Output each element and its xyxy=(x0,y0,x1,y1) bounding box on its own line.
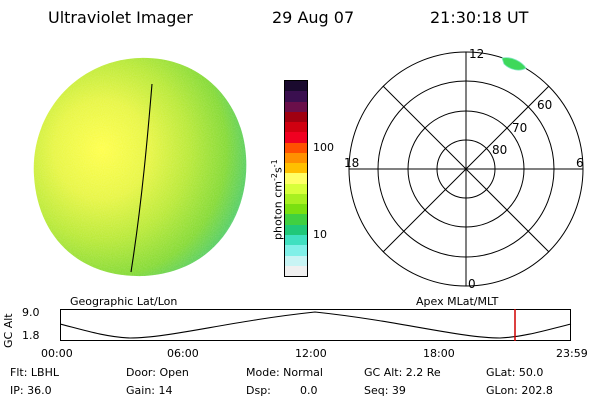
terminator-line xyxy=(130,83,153,273)
colorbar-segment-1 xyxy=(285,91,307,102)
timeline-ymax: 9.0 xyxy=(22,306,40,319)
colorbar-segment-7 xyxy=(285,152,307,164)
polar-label-12: 12 xyxy=(469,47,484,61)
dsp-value: 0.0 xyxy=(300,384,318,397)
polar-label-70: 70 xyxy=(512,121,527,135)
colorbar-segment-14 xyxy=(285,224,307,235)
colorbar-segment-15 xyxy=(285,234,307,246)
colorbar-segment-6 xyxy=(285,142,307,153)
time-tick-1800: 18:00 xyxy=(423,347,455,360)
timeline-right-caption: Apex MLat/MLT xyxy=(416,295,499,308)
polar-label-80: 80 xyxy=(492,143,507,157)
globe-noise xyxy=(33,57,247,277)
altitude-curve xyxy=(60,311,572,339)
timeline-left-caption: Geographic Lat/Lon xyxy=(70,295,178,308)
colorbar-segment-5 xyxy=(285,132,307,143)
observation-time: 21:30:18 UT xyxy=(430,8,529,27)
observation-date: 29 Aug 07 xyxy=(272,8,355,27)
gain-info: Gain: 14 xyxy=(126,384,173,397)
color-scale-bar xyxy=(284,80,308,277)
auroral-patch xyxy=(501,57,527,71)
timeline-axis-label: GC Alt xyxy=(2,313,15,348)
colorbar-segment-0 xyxy=(285,81,307,92)
polar-plot: 12 18 6 0 60 70 80 xyxy=(344,47,584,290)
colorbar-segment-4 xyxy=(285,122,307,133)
colorbar-segment-18 xyxy=(285,265,307,276)
filter-info: Flt: LBHL xyxy=(10,366,59,379)
colorbar-segment-12 xyxy=(285,204,307,215)
uv-globe-image xyxy=(33,57,247,277)
polar-diagonal-2 xyxy=(382,85,550,253)
polar-label-18: 18 xyxy=(344,156,359,170)
colorbar-unit-label: photon cm-2s-1 xyxy=(270,159,285,240)
time-tick-0000: 00:00 xyxy=(41,347,73,360)
mode-info: Mode: Normal xyxy=(246,366,323,379)
colorbar-segment-11 xyxy=(285,193,307,205)
colorbar-segment-10 xyxy=(285,183,307,194)
colorbar-segment-17 xyxy=(285,255,307,266)
polar-label-60: 60 xyxy=(537,98,552,112)
app-title: Ultraviolet Imager xyxy=(48,8,193,27)
door-info: Door: Open xyxy=(126,366,189,379)
colorbar-segment-16 xyxy=(285,245,307,256)
timeline-ymin: 1.8 xyxy=(22,329,40,342)
colorbar-tick-10: 10 xyxy=(313,228,327,241)
time-tick-1200: 12:00 xyxy=(295,347,327,360)
colorbar-tick-100: 100 xyxy=(313,141,334,154)
glon-info: GLon: 202.8 xyxy=(486,384,553,397)
gc-alt-info: GC Alt: 2.2 Re xyxy=(364,366,441,379)
altitude-timeline xyxy=(60,309,572,341)
colorbar-segment-8 xyxy=(285,163,307,174)
colorbar-segment-9 xyxy=(285,173,307,184)
time-tick-2359: 23:59 xyxy=(556,347,588,360)
dsp-label: Dsp: xyxy=(246,384,271,397)
seq-info: Seq: 39 xyxy=(364,384,406,397)
colorbar-segment-3 xyxy=(285,111,307,123)
ip-info: IP: 36.0 xyxy=(10,384,52,397)
polar-label-0: 0 xyxy=(468,277,476,290)
colorbar-segment-13 xyxy=(285,214,307,225)
polar-label-6: 6 xyxy=(576,156,584,170)
colorbar-segment-2 xyxy=(285,101,307,112)
time-tick-0600: 06:00 xyxy=(167,347,199,360)
glat-info: GLat: 50.0 xyxy=(486,366,544,379)
